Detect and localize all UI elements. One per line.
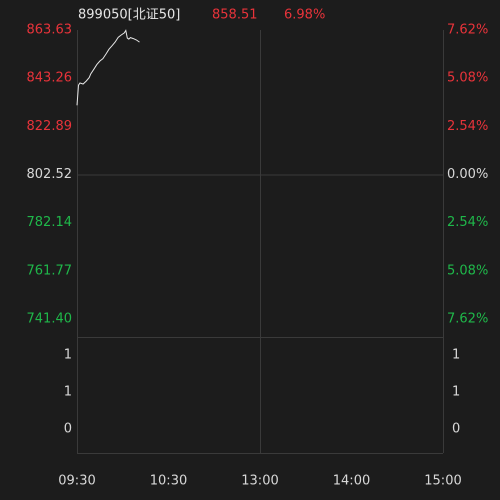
y2-tick-label: 5.08% — [447, 71, 488, 86]
x-tick-label: 10:30 — [150, 474, 187, 489]
y-tick-label: 863.63 — [27, 23, 73, 38]
y2-tick-label: 2.54% — [447, 119, 488, 134]
y-tick-label: 843.26 — [27, 71, 73, 86]
x-tick-label: 13:00 — [241, 474, 278, 489]
volume-tick-label: 0 — [452, 422, 460, 437]
volume-tick-label: 1 — [64, 385, 72, 400]
y2-tick-label: 5.08% — [447, 263, 488, 278]
x-tick-label: 09:30 — [58, 474, 95, 489]
y2-tick-label: 7.62% — [447, 23, 488, 38]
y-tick-label: 782.14 — [27, 215, 73, 230]
chart-title: 899050[北证50] — [78, 8, 180, 23]
volume-tick-label: 1 — [64, 348, 72, 363]
price-line — [76, 29, 140, 106]
y-tick-label: 761.77 — [27, 263, 73, 278]
volume-tick-label: 0 — [64, 422, 72, 437]
x-tick-label: 15:00 — [424, 474, 461, 489]
y2-tick-label: 2.54% — [447, 215, 488, 230]
y-tick-label: 741.40 — [27, 312, 73, 327]
y2-tick-label: 7.62% — [447, 312, 488, 327]
volume-tick-label: 1 — [452, 385, 460, 400]
volume-tick-label: 1 — [452, 348, 460, 363]
x-tick-label: 14:00 — [333, 474, 370, 489]
y2-tick-label: 0.00% — [447, 167, 488, 182]
y-tick-label: 822.89 — [27, 119, 73, 134]
last-price: 858.51 — [212, 8, 258, 23]
change-pct: 6.98% — [284, 8, 325, 23]
y-tick-label: 802.52 — [27, 167, 73, 182]
